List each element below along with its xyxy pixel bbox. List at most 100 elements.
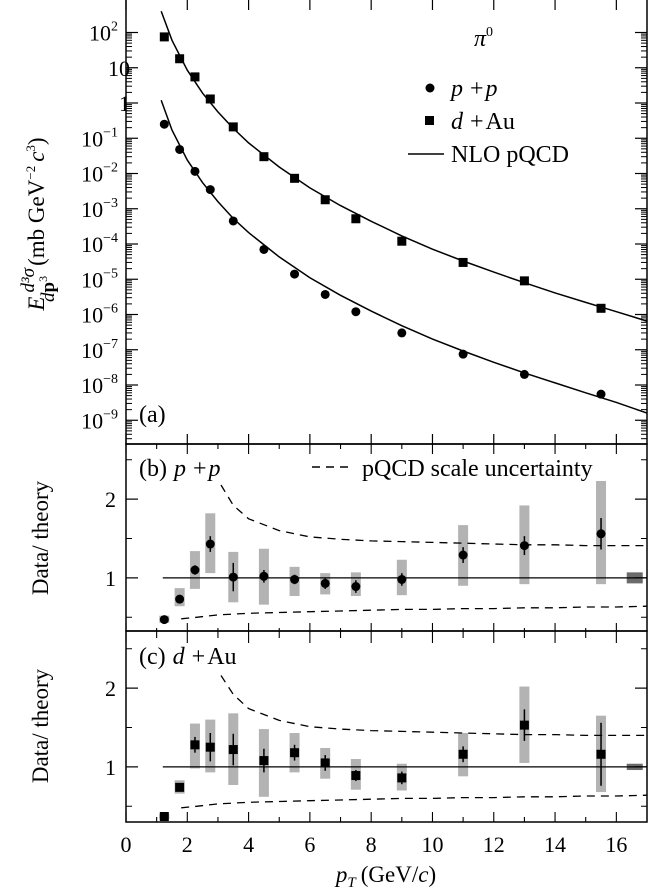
- panel-c-ylabel: Data/ theory: [28, 668, 53, 783]
- legend-nlo-label: NLO pQCD: [451, 142, 569, 168]
- dau-point: [159, 32, 169, 42]
- dau-ratio-point: [259, 756, 269, 766]
- ytick-label: 10−6: [81, 302, 118, 328]
- pp-point: [259, 244, 269, 254]
- dau-ratio-point: [175, 782, 185, 792]
- pp-ratio-point: [259, 571, 269, 581]
- pp-point: [175, 144, 185, 154]
- dau-ratio-point: [159, 811, 169, 821]
- ytick-label: 10−5: [81, 266, 118, 292]
- scale-uncertainty-upper: [220, 675, 647, 737]
- pp-ratio-point: [458, 550, 468, 560]
- dau-ratio-point: [397, 773, 407, 783]
- xtick-label: 10: [421, 832, 443, 857]
- nlo-curve: [160, 11, 648, 322]
- dau-point: [290, 173, 300, 183]
- dau-ratio-point: [351, 771, 361, 781]
- ytick-label: 1: [105, 755, 116, 780]
- pp-ratio-point: [320, 578, 330, 588]
- dau-ratio-point: [205, 742, 215, 752]
- xtick-label: 6: [304, 832, 315, 857]
- dau-point: [175, 54, 185, 64]
- ytick-label: 1: [105, 566, 116, 591]
- pp-point: [458, 349, 468, 359]
- pp-point: [320, 289, 330, 299]
- pp-point: [205, 185, 215, 195]
- x-axis-label: pT (GeV/c): [334, 862, 436, 890]
- panel-b-legend-text: pQCD scale uncertainty: [362, 456, 593, 482]
- pp-ratio-point: [205, 539, 215, 549]
- svg-text:Ed³σdp3(mb GeV−2c3): Ed³σdp3(mb GeV−2c3): [18, 137, 59, 311]
- panel-a-ylabel: Ed³σdp3(mb GeV−2c3): [18, 137, 59, 311]
- dau-ratio-point: [458, 749, 468, 759]
- panel-a-ticks: 102 10 110−1 10−2 10−3 10−4 10−5 10−6 10−7 10−8 10…: [81, 0, 647, 444]
- panel-c-frame: [125, 630, 648, 823]
- pp-ratio-point: [596, 529, 606, 539]
- dau-point: [320, 195, 330, 205]
- dau-point: [397, 236, 407, 246]
- panel-a-label: (a): [139, 402, 166, 428]
- ytick-label: 10−9: [81, 407, 118, 433]
- legend-dau-label: d +Au: [451, 109, 515, 135]
- ytick-label: 10−8: [81, 372, 118, 398]
- dau-point: [228, 122, 238, 132]
- pp-ratio-point: [519, 541, 529, 551]
- panel-a-frame: [125, 0, 648, 445]
- pp-point: [190, 166, 200, 176]
- ytick-label: 10−2: [81, 161, 118, 187]
- panel-b-plot: 12: [105, 444, 648, 633]
- xtick-label: 16: [605, 832, 627, 857]
- legend-pp-marker: [425, 83, 435, 93]
- xtick-label: 14: [544, 832, 566, 857]
- nlo-curve: [160, 99, 648, 414]
- dau-point: [205, 94, 215, 104]
- ytick-label: 10−4: [81, 231, 118, 257]
- pp-point: [290, 269, 300, 279]
- ytick-label: 10−7: [81, 337, 118, 363]
- ytick-label: 2: [105, 487, 116, 512]
- pp-ratio-point: [190, 565, 200, 575]
- panel-b-title: (b) p +p: [139, 456, 221, 482]
- scale-uncertainty-lower: [181, 794, 648, 809]
- xtick-label: 0: [121, 832, 132, 857]
- pp-ratio-point: [228, 572, 238, 582]
- pp-point: [159, 119, 169, 129]
- ytick-label: 102: [89, 20, 118, 46]
- panel-c-title: (c) d +Au: [139, 644, 237, 670]
- legend-title: π0: [474, 25, 493, 52]
- ytick-label: 1: [119, 91, 130, 116]
- legend-dau-marker: [425, 116, 434, 125]
- pp-point: [397, 328, 407, 338]
- scale-uncertainty-upper: [220, 484, 647, 547]
- dau-point: [190, 72, 200, 82]
- dau-point: [458, 257, 468, 267]
- xtick-label: 4: [243, 832, 254, 857]
- pp-point: [351, 307, 361, 317]
- dau-ratio-point: [320, 758, 330, 768]
- dau-ratio-point: [596, 749, 606, 759]
- pp-ratio-point: [159, 615, 169, 625]
- panel-b-ylabel: Data/ theory: [28, 480, 53, 595]
- dau-ratio-point: [228, 745, 238, 755]
- scale-uncertainty-lower: [181, 605, 648, 620]
- dau-point: [596, 303, 606, 313]
- pp-ratio-point: [397, 574, 407, 584]
- dau-ratio-point: [190, 740, 200, 750]
- panel-c-plot: 12: [105, 633, 648, 822]
- xtick-label: 8: [366, 832, 377, 857]
- xtick-label: 2: [182, 832, 193, 857]
- pp-point: [596, 389, 606, 399]
- legend-pp-label: p +p: [449, 76, 498, 102]
- pp-point: [519, 369, 529, 379]
- dau-point: [259, 152, 269, 162]
- dau-ratio-point: [519, 720, 529, 730]
- pp-ratio-point: [351, 582, 361, 592]
- dau-point: [351, 214, 361, 224]
- xtick-label: 12: [483, 832, 505, 857]
- dau-ratio-point: [290, 748, 300, 758]
- pp-ratio-point: [175, 594, 185, 604]
- x-axis-ticks: 0 2 4 6 8 10 12 14 16: [121, 832, 628, 857]
- ytick-label: 10−3: [81, 196, 118, 222]
- pp-ratio-point: [290, 574, 300, 584]
